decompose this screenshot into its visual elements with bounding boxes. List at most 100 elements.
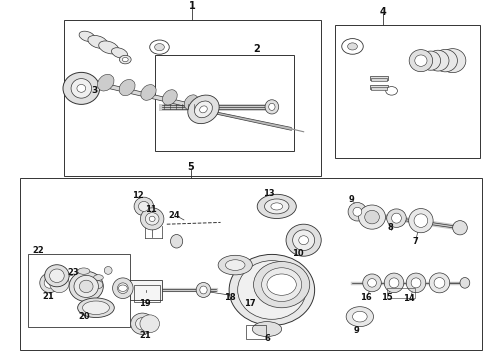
- Ellipse shape: [82, 301, 109, 315]
- Text: 15: 15: [381, 293, 392, 302]
- Ellipse shape: [82, 277, 91, 282]
- Ellipse shape: [262, 268, 302, 302]
- Text: 5: 5: [188, 162, 195, 172]
- Text: 8: 8: [388, 223, 393, 232]
- Bar: [246, 325, 266, 339]
- Ellipse shape: [286, 224, 321, 256]
- Ellipse shape: [171, 234, 183, 248]
- Circle shape: [386, 87, 397, 95]
- Text: 14: 14: [403, 294, 415, 303]
- Text: 1: 1: [189, 1, 196, 11]
- Ellipse shape: [253, 261, 310, 308]
- Ellipse shape: [199, 106, 207, 113]
- Ellipse shape: [429, 273, 450, 293]
- Text: 18: 18: [223, 293, 235, 302]
- Text: 16: 16: [360, 293, 372, 302]
- Bar: [387, 288, 415, 298]
- Text: 22: 22: [32, 246, 44, 255]
- Ellipse shape: [79, 280, 93, 293]
- Ellipse shape: [63, 72, 99, 104]
- Ellipse shape: [200, 286, 207, 294]
- Ellipse shape: [433, 49, 458, 72]
- Text: 17: 17: [244, 299, 256, 308]
- Ellipse shape: [146, 213, 159, 225]
- Bar: [27, 255, 130, 327]
- Circle shape: [120, 55, 131, 64]
- Text: 23: 23: [67, 269, 79, 278]
- Ellipse shape: [389, 278, 399, 288]
- Ellipse shape: [119, 80, 135, 96]
- Ellipse shape: [104, 266, 112, 274]
- Ellipse shape: [77, 85, 86, 92]
- Ellipse shape: [384, 273, 404, 293]
- Bar: [75, 283, 86, 287]
- Text: 6: 6: [264, 334, 270, 343]
- Text: 21: 21: [42, 292, 54, 301]
- Ellipse shape: [409, 208, 433, 233]
- Ellipse shape: [188, 95, 219, 123]
- Ellipse shape: [265, 100, 279, 114]
- Circle shape: [150, 40, 169, 54]
- Ellipse shape: [299, 236, 309, 245]
- Ellipse shape: [98, 75, 114, 91]
- Ellipse shape: [77, 298, 114, 318]
- Ellipse shape: [269, 103, 275, 111]
- Ellipse shape: [440, 49, 466, 73]
- Bar: [369, 76, 388, 80]
- Ellipse shape: [195, 101, 212, 118]
- Ellipse shape: [225, 260, 245, 270]
- Ellipse shape: [71, 78, 92, 98]
- Bar: [134, 285, 160, 302]
- Ellipse shape: [49, 269, 64, 283]
- Text: 9: 9: [353, 326, 359, 335]
- Ellipse shape: [184, 95, 198, 110]
- Text: 21: 21: [139, 330, 151, 339]
- Ellipse shape: [387, 209, 406, 228]
- Bar: [369, 85, 388, 89]
- Ellipse shape: [359, 205, 386, 229]
- Circle shape: [347, 43, 357, 50]
- Ellipse shape: [77, 268, 90, 274]
- Ellipse shape: [113, 278, 133, 298]
- Text: 13: 13: [263, 189, 274, 198]
- Ellipse shape: [411, 278, 421, 288]
- Ellipse shape: [293, 230, 315, 251]
- Ellipse shape: [40, 273, 59, 293]
- Ellipse shape: [79, 31, 95, 41]
- Circle shape: [155, 44, 164, 51]
- Ellipse shape: [434, 278, 445, 288]
- Bar: [370, 78, 387, 81]
- Ellipse shape: [88, 35, 108, 48]
- Ellipse shape: [163, 90, 177, 105]
- Ellipse shape: [427, 50, 449, 71]
- Ellipse shape: [460, 278, 470, 288]
- Text: 20: 20: [78, 312, 90, 321]
- Ellipse shape: [414, 214, 428, 228]
- Text: 9: 9: [349, 195, 354, 204]
- Ellipse shape: [229, 255, 315, 325]
- Ellipse shape: [49, 273, 69, 293]
- Ellipse shape: [218, 255, 252, 275]
- Ellipse shape: [94, 281, 103, 289]
- Text: 2: 2: [253, 44, 260, 54]
- Ellipse shape: [141, 208, 164, 230]
- Circle shape: [342, 39, 363, 54]
- Ellipse shape: [368, 279, 376, 287]
- Text: 4: 4: [380, 6, 386, 17]
- Ellipse shape: [118, 283, 128, 293]
- Ellipse shape: [44, 278, 55, 288]
- Text: 10: 10: [292, 249, 304, 258]
- Ellipse shape: [406, 273, 426, 293]
- Ellipse shape: [69, 271, 103, 302]
- Ellipse shape: [98, 41, 119, 54]
- Bar: [20, 178, 482, 350]
- Ellipse shape: [238, 261, 306, 319]
- Ellipse shape: [392, 213, 401, 223]
- Ellipse shape: [139, 202, 149, 211]
- Ellipse shape: [45, 265, 69, 287]
- Ellipse shape: [141, 85, 156, 100]
- Ellipse shape: [453, 221, 467, 235]
- Ellipse shape: [353, 207, 362, 216]
- Ellipse shape: [363, 274, 381, 292]
- Ellipse shape: [365, 210, 379, 224]
